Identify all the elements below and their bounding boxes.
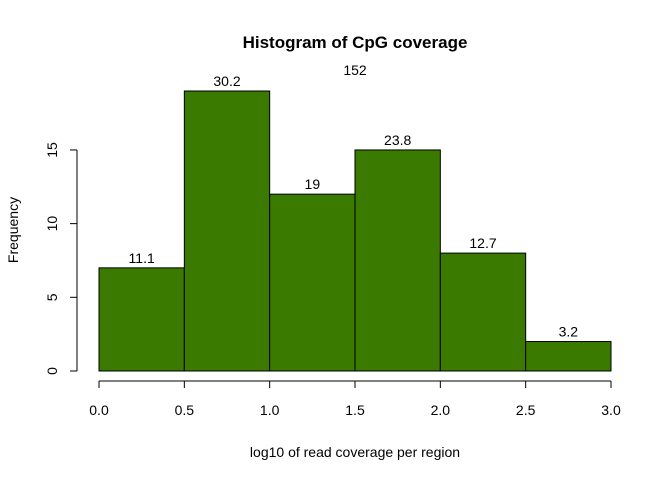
chart-title: Histogram of CpG coverage [243,33,468,52]
bar-value-label: 12.7 [469,235,496,251]
y-axis: 0 5 10 15 [44,142,78,375]
bar-value-labels: 11.1 30.2 19 23.8 12.7 3.2 [129,73,579,340]
bar-value-label: 11.1 [129,250,155,266]
histogram-bar [98,267,185,372]
x-tick-label: 0.5 [175,402,195,418]
histogram-bar [354,149,441,372]
bar-value-label: 19 [305,176,321,192]
y-tick-label: 15 [44,142,60,158]
x-tick-label: 1.5 [345,402,365,418]
histogram-bar [439,252,527,372]
y-tick-label: 5 [44,293,60,301]
y-axis-label: Frequency [5,197,21,263]
chart-subtitle: 152 [343,62,367,78]
x-axis: 0.0 0.5 1.0 1.5 2.0 2.5 3.0 [89,380,621,418]
y-tick-label: 0 [44,367,60,375]
x-tick-label: 0.0 [89,402,109,418]
histogram-bar [269,193,356,372]
y-tick-label: 10 [44,216,60,232]
x-axis-label: log10 of read coverage per region [250,444,460,460]
x-tick-label: 3.0 [601,402,621,418]
histogram-bar [183,90,271,372]
bar-value-label: 30.2 [213,73,240,89]
histogram-bar [525,341,612,372]
bars [98,90,612,372]
x-tick-label: 2.5 [516,402,536,418]
x-tick-label: 1.0 [260,402,280,418]
bar-value-label: 23.8 [384,132,411,148]
x-tick-label: 2.0 [431,402,451,418]
bar-value-label: 3.2 [559,324,579,340]
